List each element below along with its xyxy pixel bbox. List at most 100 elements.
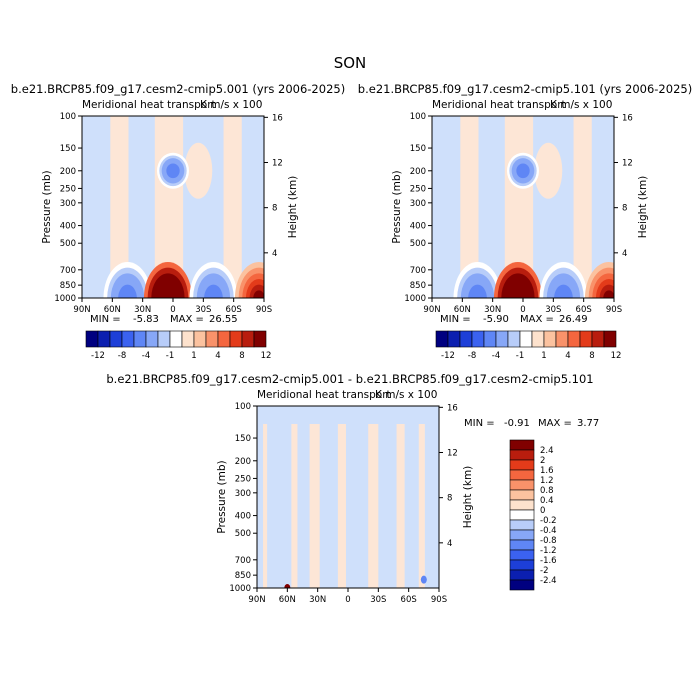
x-tick-label: 60S	[576, 305, 592, 315]
colorbar-swatch	[509, 569, 535, 581]
min-value: -0.91	[504, 418, 530, 429]
contour-blob	[518, 166, 528, 176]
x-tick-label: 90S	[256, 305, 272, 315]
positive-streak	[368, 424, 379, 588]
y-tick-label: 300	[410, 199, 426, 209]
colorbar-label: 12	[261, 351, 272, 361]
max-label: MAX =	[520, 314, 554, 325]
colorbar-swatch	[567, 330, 581, 348]
colorbar-swatch	[109, 330, 123, 348]
max-value: 26.55	[209, 314, 238, 325]
panel-model-101: b.e21.BRCP85.f09_g17.cesm2-cmip5.101 (yr…	[358, 82, 692, 325]
y-tick-label: 250	[235, 474, 251, 484]
y2-tick-label: 8	[447, 494, 452, 504]
x-tick-label: 90S	[606, 305, 622, 315]
colorbar-swatch	[509, 529, 535, 541]
y2-tick-label: 8	[622, 204, 627, 214]
y2-tick-label: 12	[622, 159, 633, 169]
y2-tick-label: 16	[447, 403, 458, 413]
colorbar-swatch	[531, 330, 545, 348]
colorbar-swatch	[471, 330, 485, 348]
colorbar-label: 8	[239, 351, 244, 361]
min-label: MIN =	[464, 418, 495, 429]
colorbar-label: 1.2	[540, 476, 554, 486]
panel-subtitle: Meridional heat transport	[257, 389, 391, 401]
x-tick-label: 30N	[484, 305, 501, 315]
colorbar-swatch	[509, 459, 535, 471]
colorbar-swatch	[97, 330, 111, 348]
y2-tick-label: 16	[272, 113, 283, 123]
colorbar-swatch	[509, 499, 535, 511]
max-label: MAX =	[170, 314, 204, 325]
colorbar-swatch	[509, 579, 535, 591]
colorbar-swatch	[241, 330, 255, 348]
y-tick-label: 850	[235, 571, 251, 581]
y2-axis-label: Height (km)	[637, 176, 649, 239]
y-tick-label: 1000	[54, 294, 76, 304]
contour-blob	[168, 166, 178, 176]
contour-field	[432, 116, 614, 298]
y-tick-label: 300	[60, 199, 76, 209]
colorbar-swatch	[555, 330, 569, 348]
y-tick-label: 400	[60, 222, 76, 232]
y2-axis-label: Height (km)	[462, 466, 474, 529]
y-tick-label: 100	[410, 112, 426, 122]
x-tick-label: 60S	[401, 595, 417, 605]
colorbar-label: 8	[589, 351, 594, 361]
colorbar-swatch	[253, 330, 267, 348]
colorbar-swatch	[435, 330, 449, 348]
colorbar-swatch	[509, 449, 535, 461]
colorbar-swatch	[509, 509, 535, 521]
colorbar-difference: 2.421.61.20.80.40-0.2-0.4-0.8-1.2-1.6-2-…	[509, 439, 557, 591]
y-tick-label: 100	[60, 112, 76, 122]
panel-title: b.e21.BRCP85.f09_g17.cesm2-cmip5.001 - b…	[106, 372, 593, 386]
x-tick-label: 90N	[423, 305, 440, 315]
contour-blob	[512, 290, 524, 298]
x-tick-label: 90N	[248, 595, 265, 605]
heatmap-plot: 100 150 200 250 300 400 500 700 850 1000 16 12 8 4 90N…	[391, 112, 649, 315]
y-axis-label: Pressure (mb)	[41, 170, 53, 243]
positive-streak	[263, 424, 268, 588]
y2-tick-label: 12	[447, 449, 458, 459]
contour-field	[257, 406, 439, 588]
colorbar-label: -0.2	[540, 516, 557, 526]
colorbar-label: -0.4	[540, 526, 557, 536]
y-tick-label: 300	[235, 489, 251, 499]
max-value: 3.77	[577, 418, 599, 429]
y-tick-label: 850	[410, 281, 426, 291]
contour-blob	[207, 290, 220, 298]
upper-positive-lobe	[184, 142, 213, 199]
colorbar-label: 12	[611, 351, 622, 361]
positive-streak	[337, 424, 346, 588]
y-tick-label: 700	[60, 266, 76, 276]
x-tick-label: 90S	[431, 595, 447, 605]
colorbar-swatch	[157, 330, 171, 348]
y-tick-label: 1000	[229, 584, 251, 594]
y-tick-label: 200	[410, 167, 426, 177]
positive-streak	[396, 424, 405, 588]
colorbar-label: 0.4	[540, 496, 554, 506]
positive-streak	[309, 424, 320, 588]
contour-blob	[603, 290, 614, 298]
colorbar-panel-001: -12 -8 -4 -1 1 4 8 12	[85, 330, 272, 361]
x-tick-label: 90N	[73, 305, 90, 315]
colorbar-swatch	[509, 519, 535, 531]
y-axis-label: Pressure (mb)	[216, 460, 228, 533]
colorbar-swatch	[509, 549, 535, 561]
colorbar-swatch	[509, 489, 535, 501]
heatmap-plot: 100 150 200 250 300 400 500 700 850 1000 16 12 8 4 90N…	[41, 112, 299, 315]
colorbar-swatch	[181, 330, 195, 348]
panel-title: b.e21.BRCP85.f09_g17.cesm2-cmip5.001 (yr…	[11, 82, 345, 96]
y-tick-label: 150	[60, 144, 76, 154]
y2-tick-label: 4	[622, 249, 627, 259]
colorbar-label: 2.4	[540, 446, 554, 456]
colorbar-swatch	[603, 330, 617, 348]
panel-units: K m/s x 100	[375, 389, 437, 401]
colorbar-swatch	[509, 479, 535, 491]
colorbar-label: -0.8	[540, 536, 557, 546]
colorbar-swatch	[217, 330, 231, 348]
min-value: -5.90	[483, 314, 509, 325]
positive-streak	[291, 424, 298, 588]
colorbar-swatch	[133, 330, 147, 348]
contour-blob	[557, 290, 570, 298]
